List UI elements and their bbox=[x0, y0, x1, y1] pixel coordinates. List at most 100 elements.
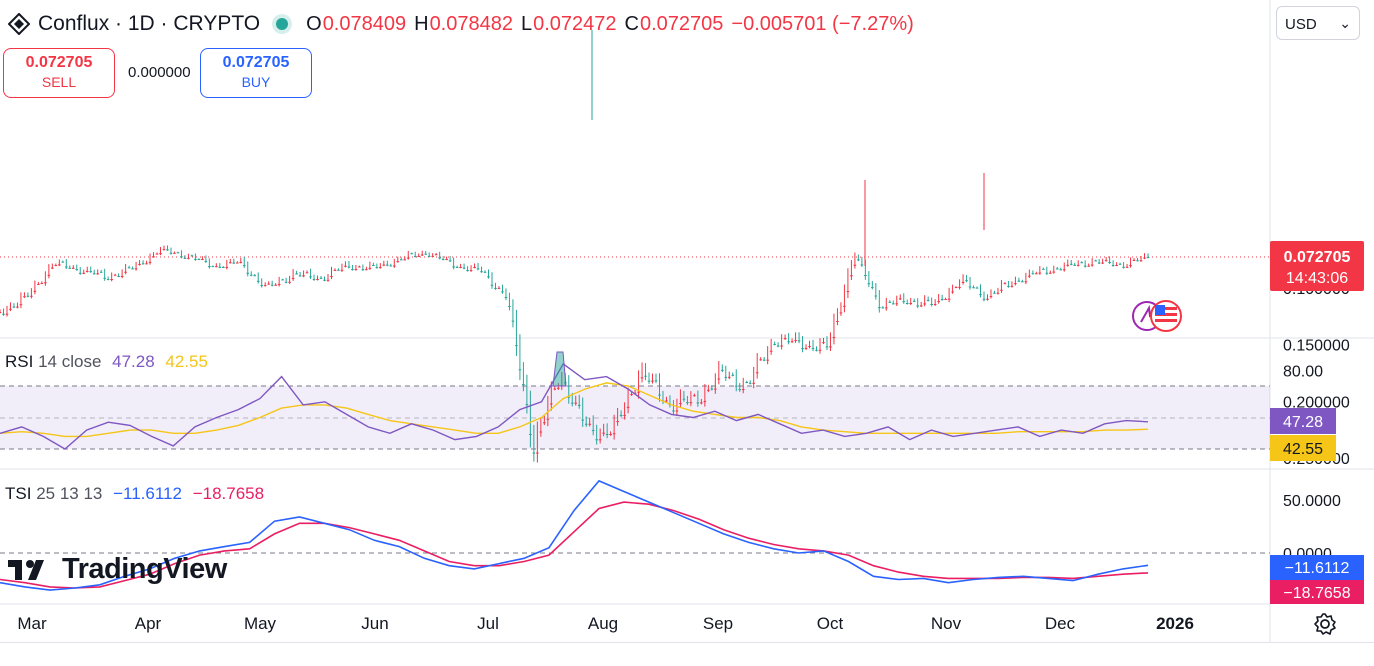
candle-body bbox=[522, 384, 525, 386]
candle-body bbox=[249, 274, 253, 276]
candle-body bbox=[323, 279, 326, 281]
candle-body bbox=[766, 359, 769, 361]
tradingview-watermark: TradingView bbox=[8, 553, 227, 586]
rsi-line bbox=[0, 362, 1149, 450]
candle-body bbox=[218, 266, 222, 268]
candle-body bbox=[972, 287, 975, 289]
watermark-text: TradingView bbox=[62, 553, 227, 585]
tsi-line bbox=[0, 479, 1149, 591]
candle-body bbox=[595, 439, 598, 441]
candle-body bbox=[1076, 264, 1080, 266]
candle-body bbox=[930, 304, 933, 306]
candle-body bbox=[270, 284, 274, 286]
currency-selector[interactable]: USD ⌄ bbox=[1276, 6, 1360, 40]
rsi-axis: 80.00 bbox=[1283, 363, 1323, 380]
candle-body bbox=[790, 341, 794, 343]
candle-body bbox=[633, 392, 637, 394]
candle-body bbox=[288, 281, 291, 283]
candle-body bbox=[640, 377, 644, 379]
candle-body bbox=[85, 270, 89, 272]
candle-body bbox=[37, 283, 40, 285]
rsi-legend-params: 14 close bbox=[38, 352, 102, 371]
candle-body bbox=[1139, 260, 1143, 262]
rsi-value-label: 47.28 bbox=[1283, 414, 1323, 431]
buy-button[interactable]: 0.072705 BUY bbox=[200, 48, 312, 98]
candle-body bbox=[131, 268, 134, 270]
candle-body bbox=[277, 284, 281, 286]
candle-body bbox=[319, 277, 323, 279]
candle-body bbox=[714, 388, 717, 390]
candle-body bbox=[581, 419, 585, 421]
candle-body bbox=[211, 266, 215, 268]
candle-body bbox=[630, 394, 633, 396]
time-tick-label: May bbox=[244, 614, 277, 633]
candle-body bbox=[263, 285, 267, 287]
candle-body bbox=[504, 297, 508, 299]
candle-body bbox=[16, 306, 19, 308]
candle-body bbox=[909, 303, 913, 305]
candle-body bbox=[110, 279, 113, 281]
candle-body bbox=[9, 308, 12, 310]
candle-body bbox=[309, 276, 312, 278]
candle-body bbox=[260, 285, 264, 287]
open-label: O bbox=[306, 12, 322, 35]
candle-body bbox=[937, 301, 940, 303]
candlestick-series bbox=[0, 30, 1150, 463]
candle-body bbox=[406, 257, 410, 259]
candle-body bbox=[511, 320, 515, 322]
candle-body bbox=[445, 259, 448, 261]
rsi-ma-line bbox=[0, 382, 1149, 438]
candle-body bbox=[246, 272, 250, 274]
candle-body bbox=[501, 291, 504, 293]
candle-body bbox=[944, 298, 947, 300]
candle-body bbox=[127, 267, 131, 269]
candle-body bbox=[675, 410, 679, 412]
candle-body bbox=[448, 260, 452, 262]
sell-label: SELL bbox=[41, 74, 77, 90]
candle-body bbox=[176, 252, 180, 254]
candle-body bbox=[96, 273, 100, 275]
candle-body bbox=[553, 388, 557, 390]
candle-body bbox=[392, 265, 396, 267]
tsi-legend[interactable]: TSI 25 13 13 −11.6112 −18.7658 bbox=[5, 484, 264, 504]
candle-body bbox=[26, 295, 30, 297]
chevron-down-icon: ⌄ bbox=[1339, 15, 1351, 31]
candle-body bbox=[267, 283, 270, 285]
candle-body bbox=[1038, 272, 1042, 274]
candle-body bbox=[1073, 264, 1077, 266]
candle-body bbox=[755, 372, 759, 374]
candle-body bbox=[215, 266, 218, 268]
price-tick-label: 0.150000 bbox=[1283, 338, 1350, 355]
candle-body bbox=[884, 307, 888, 309]
candle-body bbox=[155, 253, 159, 255]
candle-body bbox=[1007, 285, 1010, 287]
tsi-value-label: −11.6112 bbox=[1285, 560, 1350, 577]
candle-body bbox=[989, 296, 993, 298]
candle-body bbox=[494, 287, 497, 289]
candle-body bbox=[106, 279, 110, 281]
time-tick-label: Nov bbox=[931, 614, 962, 633]
buy-price: 0.072705 bbox=[222, 54, 290, 71]
candle-body bbox=[1125, 266, 1129, 268]
candle-body bbox=[148, 261, 152, 263]
candle-body bbox=[490, 284, 494, 286]
buy-label: BUY bbox=[241, 74, 271, 90]
candle-body bbox=[787, 341, 790, 343]
candle-body bbox=[515, 345, 518, 347]
price-tick-label: 0.200000 bbox=[1283, 394, 1350, 411]
candle-body bbox=[881, 307, 885, 309]
candle-body bbox=[256, 280, 260, 282]
time-tick-label: Apr bbox=[135, 614, 162, 633]
us-flag-icon[interactable] bbox=[1150, 300, 1182, 332]
settings-gear-icon[interactable] bbox=[1313, 612, 1337, 636]
candle-body bbox=[1000, 289, 1003, 291]
rsi-legend[interactable]: RSI 14 close 47.28 42.55 bbox=[5, 352, 208, 372]
candle-body bbox=[1118, 263, 1122, 265]
candle-body bbox=[291, 277, 295, 279]
sell-button[interactable]: 0.072705 SELL bbox=[3, 48, 115, 98]
candle-body bbox=[776, 345, 780, 347]
candle-body bbox=[710, 388, 714, 390]
symbol-title[interactable]: Conflux · 1D · CRYPTO bbox=[38, 12, 261, 35]
currency-label: USD bbox=[1285, 16, 1317, 33]
